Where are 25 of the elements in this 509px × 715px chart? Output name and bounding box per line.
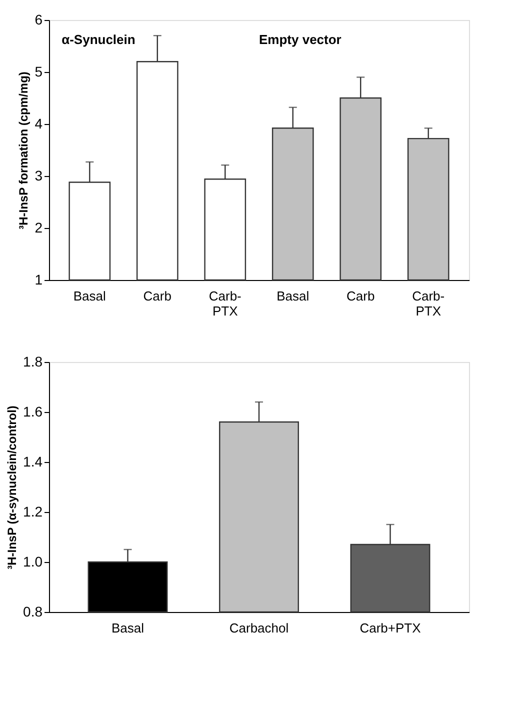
x-tick-label: Carbachol [229,620,289,636]
x-tick-label: Carb [346,288,375,304]
x-tick-label: Carb [143,288,172,304]
y-tick-label: 5 [34,64,43,80]
y-axis-title: ³H-InsP (α-synuclein/control) [5,406,20,570]
y-axis-title: ³H-InsP formation (cpm/mg) [16,72,31,230]
y-tick-label: 6 [34,12,43,28]
y-tick-label: 1.8 [23,354,43,370]
y-tick-label: 1 [34,272,43,288]
y-tick-label: 1.2 [23,504,43,520]
y-tick-label: 1.0 [23,554,43,570]
annotation: Empty vector [259,32,342,47]
x-tick-label: Basal [111,620,144,636]
x-tick-label: Carb+PTX [360,620,422,636]
x-tick-label: Carb- PTX [412,288,445,318]
y-tick-label: 0.8 [23,604,43,620]
y-tick-label: 1.6 [23,404,43,420]
x-tick-label: Basal [276,288,310,304]
y-tick-label: 1.4 [23,454,43,470]
x-tick-label: Carb- PTX [208,288,242,318]
y-tick-label: 2 [34,220,43,236]
annotation: α-Synuclein [62,32,136,47]
y-tick-label: 3 [34,168,43,184]
x-tick-label: Basal [73,288,106,304]
y-tick-label: 4 [34,116,43,132]
